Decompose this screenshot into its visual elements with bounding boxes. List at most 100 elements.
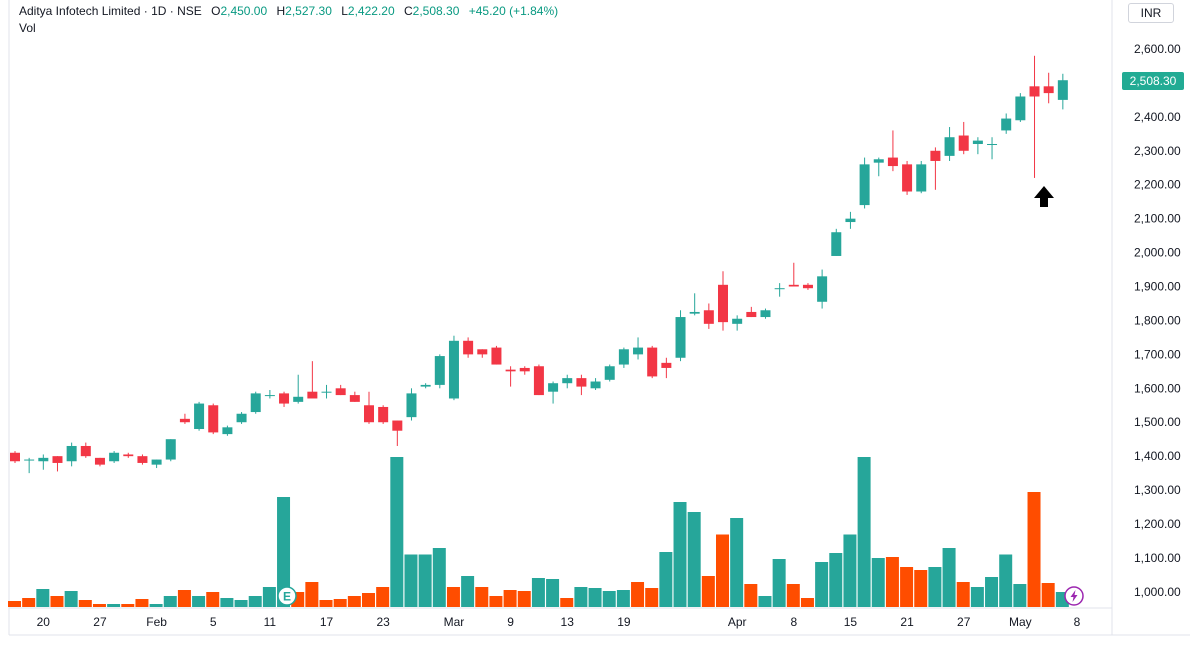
candle	[1001, 113, 1012, 134]
candle-body	[887, 157, 898, 167]
price-tick-label: 2,100.00	[1134, 212, 1181, 226]
candle-body	[24, 459, 35, 461]
price-series	[10, 55, 1068, 474]
time-axis: 20 27 Feb 5 11 17 23 Mar 9 13 19 Apr 8 15 21 27 May 8	[37, 615, 1081, 629]
volume-bar	[362, 593, 375, 607]
volume-bar	[177, 590, 191, 607]
candle-body	[321, 391, 332, 393]
candle-body	[293, 396, 304, 402]
candle-body	[222, 427, 233, 435]
volume-bar	[659, 552, 673, 607]
low-label: L	[341, 4, 348, 18]
candle	[463, 337, 474, 358]
candle-body	[604, 366, 615, 380]
volume-bar	[503, 590, 517, 607]
candle	[420, 383, 431, 389]
candle-body	[1001, 118, 1012, 131]
candle-body	[661, 362, 672, 368]
candle	[590, 378, 601, 390]
candle	[519, 366, 530, 375]
volume-bar	[772, 559, 786, 607]
symbol-title[interactable]: Aditya Infotech Limited · 1D · NSE	[19, 4, 202, 18]
candle-body	[972, 140, 983, 145]
candle	[845, 211, 856, 229]
volume-bar	[404, 554, 418, 607]
last-price-tag: 2,508.30	[1122, 72, 1184, 90]
candle	[604, 364, 615, 382]
volume-bar	[64, 591, 78, 607]
candle	[1043, 72, 1054, 104]
candle	[859, 157, 870, 209]
close-label: C	[403, 4, 413, 18]
candle	[1029, 55, 1040, 178]
volume-bar	[730, 518, 744, 607]
volume-bar	[815, 562, 829, 607]
candle	[321, 384, 332, 399]
earnings-badge-label: E	[283, 590, 291, 604]
candle	[123, 452, 134, 458]
volume-bar	[446, 587, 460, 607]
volume-bar	[121, 604, 135, 607]
volume-bar	[758, 596, 772, 607]
volume-bar	[716, 534, 729, 607]
volume-bar	[1013, 584, 1027, 607]
price-tick-label: 1,000.00	[1134, 585, 1181, 599]
volume-bar	[319, 600, 333, 607]
candle-body	[746, 311, 757, 318]
candle-body	[958, 135, 969, 151]
candle	[335, 384, 346, 396]
candle	[66, 442, 77, 467]
candle-body	[519, 367, 530, 372]
earnings-marker[interactable]: E	[277, 586, 297, 606]
candle-body	[165, 439, 176, 460]
volume-bar	[135, 599, 149, 607]
volume-bar	[871, 558, 885, 607]
price-tick-label: 2,600.00	[1134, 42, 1181, 56]
volume-bar	[489, 596, 503, 607]
time-tick-label: 8	[1074, 615, 1081, 629]
candle	[448, 335, 459, 401]
time-tick-label: 8	[790, 615, 797, 629]
candle-body	[420, 384, 431, 387]
price-tick-label: 2,000.00	[1134, 246, 1181, 260]
candle	[873, 157, 884, 177]
time-tick-label: 17	[320, 615, 334, 629]
volume-bar	[970, 587, 984, 607]
time-tick-label: 27	[93, 615, 107, 629]
change-value: +45.20 (+1.84%)	[468, 4, 559, 18]
candle	[38, 454, 49, 470]
candle-body	[831, 232, 842, 256]
candle	[505, 366, 516, 387]
candle	[618, 347, 629, 368]
candle	[307, 361, 318, 399]
candle-body	[349, 395, 360, 402]
volume-label[interactable]: Vol	[19, 21, 36, 35]
candle-body	[760, 310, 771, 318]
volume-bar	[885, 557, 899, 607]
volume-bar	[786, 584, 800, 607]
candle	[647, 345, 658, 379]
lightning-icon[interactable]	[1064, 586, 1084, 606]
time-tick-label: Apr	[728, 615, 747, 629]
candle-body	[633, 347, 644, 355]
candle-body	[109, 452, 120, 462]
currency-button[interactable]: INR	[1128, 3, 1174, 23]
time-tick-label: 27	[957, 615, 971, 629]
high-label: H	[276, 4, 286, 18]
volume-bar	[843, 534, 857, 607]
volume-bar	[376, 587, 390, 607]
low-value: 2,422.20	[347, 4, 395, 18]
volume-bar	[645, 588, 659, 607]
high-value: 2,527.30	[285, 4, 332, 18]
candle	[24, 457, 35, 474]
volume-bar	[36, 589, 50, 607]
open-label: O	[211, 4, 221, 18]
time-tick-label: 13	[561, 615, 575, 629]
candle-body	[916, 164, 927, 192]
price-tick-label: 2,200.00	[1134, 178, 1181, 192]
time-tick-label: 15	[844, 615, 858, 629]
volume-bar	[8, 601, 21, 607]
price-tick-label: 1,300.00	[1134, 483, 1181, 497]
candle-body	[335, 388, 346, 396]
